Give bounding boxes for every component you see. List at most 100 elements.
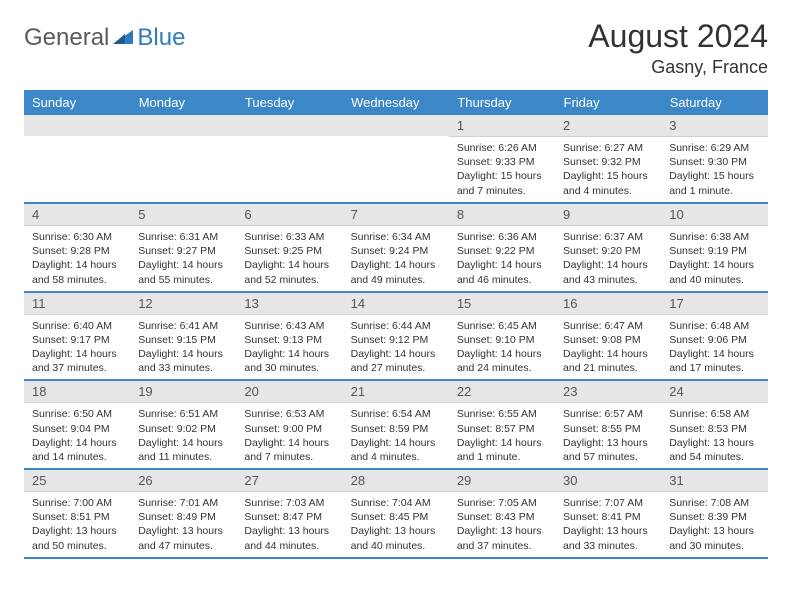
sunrise-text: Sunrise: 6:38 AM [669, 230, 759, 244]
daylight-text: Daylight: 14 hours and 52 minutes. [244, 258, 334, 286]
sunset-text: Sunset: 9:17 PM [32, 333, 122, 347]
sunrise-text: Sunrise: 7:08 AM [669, 496, 759, 510]
empty-day [236, 115, 342, 136]
calendar-day-cell: 16Sunrise: 6:47 AMSunset: 9:08 PMDayligh… [555, 292, 661, 381]
calendar-day-cell: 22Sunrise: 6:55 AMSunset: 8:57 PMDayligh… [449, 380, 555, 469]
sunrise-text: Sunrise: 6:47 AM [563, 319, 653, 333]
sunset-text: Sunset: 9:02 PM [138, 422, 228, 436]
day-details: Sunrise: 7:04 AMSunset: 8:45 PMDaylight:… [343, 492, 449, 557]
day-number: 21 [343, 381, 449, 403]
daylight-text: Daylight: 14 hours and 27 minutes. [351, 347, 441, 375]
calendar-day-cell: 5Sunrise: 6:31 AMSunset: 9:27 PMDaylight… [130, 203, 236, 292]
day-number: 2 [555, 115, 661, 137]
sunrise-text: Sunrise: 6:44 AM [351, 319, 441, 333]
sunrise-text: Sunrise: 7:03 AM [244, 496, 334, 510]
calendar-table: SundayMondayTuesdayWednesdayThursdayFrid… [24, 90, 768, 559]
day-details: Sunrise: 7:03 AMSunset: 8:47 PMDaylight:… [236, 492, 342, 557]
sunrise-text: Sunrise: 6:33 AM [244, 230, 334, 244]
sunrise-text: Sunrise: 6:40 AM [32, 319, 122, 333]
sunset-text: Sunset: 8:57 PM [457, 422, 547, 436]
day-number: 31 [661, 470, 767, 492]
sunset-text: Sunset: 9:08 PM [563, 333, 653, 347]
sunrise-text: Sunrise: 6:54 AM [351, 407, 441, 421]
day-details: Sunrise: 6:27 AMSunset: 9:32 PMDaylight:… [555, 137, 661, 202]
calendar-day-cell [24, 115, 130, 203]
daylight-text: Daylight: 14 hours and 1 minute. [457, 436, 547, 464]
day-number: 29 [449, 470, 555, 492]
daylight-text: Daylight: 13 hours and 33 minutes. [563, 524, 653, 552]
day-details: Sunrise: 6:57 AMSunset: 8:55 PMDaylight:… [555, 403, 661, 468]
sunset-text: Sunset: 8:51 PM [32, 510, 122, 524]
calendar-week-row: 11Sunrise: 6:40 AMSunset: 9:17 PMDayligh… [24, 292, 768, 381]
day-details: Sunrise: 7:01 AMSunset: 8:49 PMDaylight:… [130, 492, 236, 557]
day-number: 3 [661, 115, 767, 137]
sunrise-text: Sunrise: 6:31 AM [138, 230, 228, 244]
calendar-day-cell: 4Sunrise: 6:30 AMSunset: 9:28 PMDaylight… [24, 203, 130, 292]
calendar-day-cell [343, 115, 449, 203]
daylight-text: Daylight: 14 hours and 37 minutes. [32, 347, 122, 375]
sunrise-text: Sunrise: 6:50 AM [32, 407, 122, 421]
sunset-text: Sunset: 9:06 PM [669, 333, 759, 347]
day-details: Sunrise: 6:48 AMSunset: 9:06 PMDaylight:… [661, 315, 767, 380]
sunrise-text: Sunrise: 6:53 AM [244, 407, 334, 421]
calendar-day-cell: 13Sunrise: 6:43 AMSunset: 9:13 PMDayligh… [236, 292, 342, 381]
sunrise-text: Sunrise: 6:27 AM [563, 141, 653, 155]
calendar-day-cell: 31Sunrise: 7:08 AMSunset: 8:39 PMDayligh… [661, 469, 767, 558]
sunset-text: Sunset: 9:20 PM [563, 244, 653, 258]
sunset-text: Sunset: 9:28 PM [32, 244, 122, 258]
daylight-text: Daylight: 14 hours and 24 minutes. [457, 347, 547, 375]
daylight-text: Daylight: 14 hours and 40 minutes. [669, 258, 759, 286]
day-number: 4 [24, 204, 130, 226]
daylight-text: Daylight: 13 hours and 37 minutes. [457, 524, 547, 552]
day-details: Sunrise: 6:40 AMSunset: 9:17 PMDaylight:… [24, 315, 130, 380]
daylight-text: Daylight: 14 hours and 46 minutes. [457, 258, 547, 286]
day-details: Sunrise: 6:41 AMSunset: 9:15 PMDaylight:… [130, 315, 236, 380]
day-details: Sunrise: 6:47 AMSunset: 9:08 PMDaylight:… [555, 315, 661, 380]
daylight-text: Daylight: 13 hours and 44 minutes. [244, 524, 334, 552]
daylight-text: Daylight: 14 hours and 21 minutes. [563, 347, 653, 375]
sunrise-text: Sunrise: 6:30 AM [32, 230, 122, 244]
sunset-text: Sunset: 8:47 PM [244, 510, 334, 524]
sunrise-text: Sunrise: 6:36 AM [457, 230, 547, 244]
calendar-day-cell: 18Sunrise: 6:50 AMSunset: 9:04 PMDayligh… [24, 380, 130, 469]
logo-text-general: General [24, 24, 109, 52]
sunset-text: Sunset: 8:43 PM [457, 510, 547, 524]
day-details: Sunrise: 6:36 AMSunset: 9:22 PMDaylight:… [449, 226, 555, 291]
sunset-text: Sunset: 9:10 PM [457, 333, 547, 347]
sunrise-text: Sunrise: 6:55 AM [457, 407, 547, 421]
sunrise-text: Sunrise: 7:00 AM [32, 496, 122, 510]
day-number: 8 [449, 204, 555, 226]
sunrise-text: Sunrise: 7:05 AM [457, 496, 547, 510]
weekday-header: Monday [130, 90, 236, 115]
daylight-text: Daylight: 14 hours and 4 minutes. [351, 436, 441, 464]
sunset-text: Sunset: 9:12 PM [351, 333, 441, 347]
sunset-text: Sunset: 8:55 PM [563, 422, 653, 436]
calendar-page: General Blue August 2024 Gasny, France S… [0, 0, 792, 559]
daylight-text: Daylight: 13 hours and 40 minutes. [351, 524, 441, 552]
weekday-header-row: SundayMondayTuesdayWednesdayThursdayFrid… [24, 90, 768, 115]
day-details: Sunrise: 6:50 AMSunset: 9:04 PMDaylight:… [24, 403, 130, 468]
calendar-day-cell: 3Sunrise: 6:29 AMSunset: 9:30 PMDaylight… [661, 115, 767, 203]
sunset-text: Sunset: 8:59 PM [351, 422, 441, 436]
calendar-day-cell: 2Sunrise: 6:27 AMSunset: 9:32 PMDaylight… [555, 115, 661, 203]
daylight-text: Daylight: 15 hours and 1 minute. [669, 169, 759, 197]
day-details: Sunrise: 6:31 AMSunset: 9:27 PMDaylight:… [130, 226, 236, 291]
sunset-text: Sunset: 9:33 PM [457, 155, 547, 169]
calendar-day-cell: 7Sunrise: 6:34 AMSunset: 9:24 PMDaylight… [343, 203, 449, 292]
daylight-text: Daylight: 13 hours and 47 minutes. [138, 524, 228, 552]
daylight-text: Daylight: 14 hours and 33 minutes. [138, 347, 228, 375]
day-number: 30 [555, 470, 661, 492]
day-details: Sunrise: 6:26 AMSunset: 9:33 PMDaylight:… [449, 137, 555, 202]
location-label: Gasny, France [588, 57, 768, 78]
day-number: 26 [130, 470, 236, 492]
day-number: 19 [130, 381, 236, 403]
calendar-day-cell: 17Sunrise: 6:48 AMSunset: 9:06 PMDayligh… [661, 292, 767, 381]
sunrise-text: Sunrise: 7:07 AM [563, 496, 653, 510]
sunset-text: Sunset: 9:00 PM [244, 422, 334, 436]
sunset-text: Sunset: 9:30 PM [669, 155, 759, 169]
sunset-text: Sunset: 9:27 PM [138, 244, 228, 258]
month-title: August 2024 [588, 18, 768, 55]
empty-day [130, 115, 236, 136]
calendar-day-cell: 20Sunrise: 6:53 AMSunset: 9:00 PMDayligh… [236, 380, 342, 469]
calendar-day-cell: 28Sunrise: 7:04 AMSunset: 8:45 PMDayligh… [343, 469, 449, 558]
